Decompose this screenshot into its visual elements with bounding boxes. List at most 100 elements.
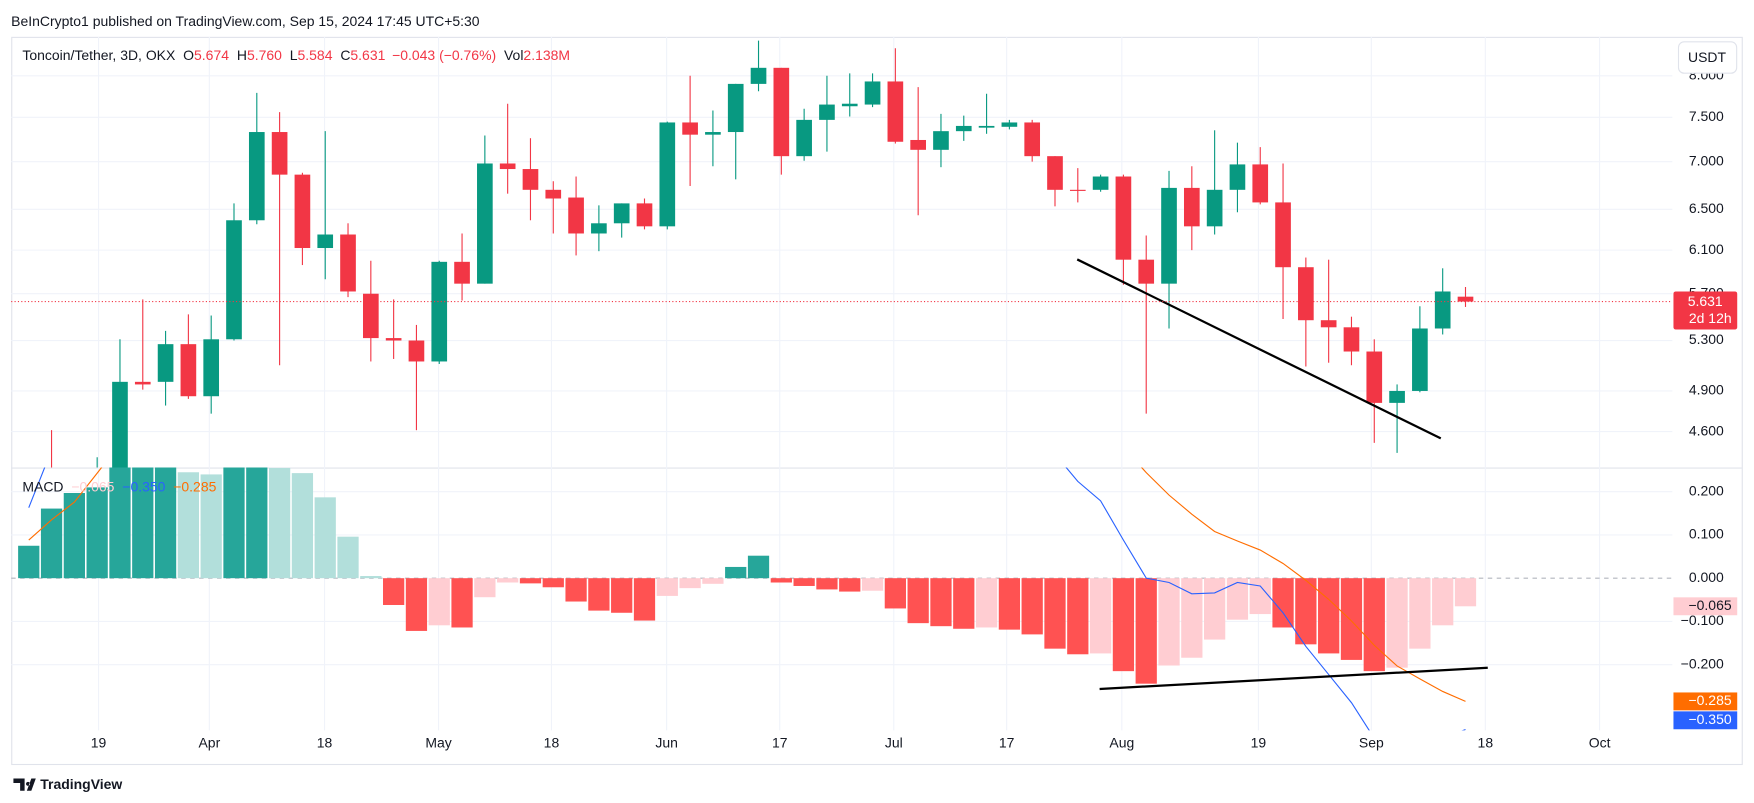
candle-body xyxy=(89,467,105,468)
histogram-bar xyxy=(268,467,291,579)
candle-body xyxy=(1389,390,1405,403)
candle-body xyxy=(1320,320,1337,328)
histogram-bar xyxy=(177,472,200,579)
candle-body xyxy=(340,234,356,292)
symbol-name: Toncoin/Tether, 3D, OKX xyxy=(22,47,176,63)
candle-body xyxy=(1343,327,1360,352)
candle-body xyxy=(933,131,949,150)
macd-legend-value: −0.065 xyxy=(71,478,114,494)
histogram-bar xyxy=(998,578,1021,630)
histogram-bar xyxy=(633,578,656,621)
histogram-bar xyxy=(132,467,154,579)
y-tick-label: −0.100 xyxy=(1681,612,1724,628)
candle-body xyxy=(134,381,151,385)
x-tick-label: 19 xyxy=(1251,734,1267,750)
macd-legend-value: −0.285 xyxy=(173,478,216,494)
candle-body xyxy=(545,189,562,199)
histogram-bar xyxy=(86,487,108,579)
publisher-note: BeInCrypto1 published on TradingView.com… xyxy=(11,13,480,29)
brand-name: TradingView xyxy=(40,776,122,792)
legend-key: Vol xyxy=(504,47,523,63)
histogram-bar xyxy=(611,578,633,613)
candle-body xyxy=(841,103,858,107)
legend-key: L xyxy=(290,47,298,63)
candle-body xyxy=(1161,187,1177,284)
histogram-bar xyxy=(1454,578,1477,607)
candle-body xyxy=(659,122,676,227)
candle-body xyxy=(112,381,128,468)
x-tick-label: 19 xyxy=(91,734,107,750)
candle-body xyxy=(1412,328,1428,391)
candle-body xyxy=(1138,259,1155,284)
histogram-bar xyxy=(1409,578,1431,649)
histogram-bar xyxy=(18,545,40,579)
candle-body xyxy=(1252,164,1269,203)
currency-button-box[interactable] xyxy=(1677,41,1738,74)
candle-body xyxy=(180,344,197,397)
x-tick-label: 17 xyxy=(772,734,788,750)
histogram-bar xyxy=(1340,578,1363,660)
y-tick-label: 4.600 xyxy=(1689,422,1724,438)
candle-body xyxy=(317,234,334,249)
candle-body xyxy=(682,122,698,135)
histogram-value-box xyxy=(1673,597,1738,616)
last-price-box xyxy=(1673,291,1738,330)
trend-line xyxy=(1099,666,1488,691)
currency-button[interactable]: USDT xyxy=(1677,41,1738,74)
signal-value-box xyxy=(1673,692,1738,711)
y-tick-label: 0.000 xyxy=(1689,569,1724,585)
candle-body xyxy=(1275,202,1291,268)
macd-legend-value: −0.350 xyxy=(122,478,165,494)
candle-body xyxy=(1047,156,1063,190)
histogram-bar xyxy=(1318,578,1340,654)
histogram-bar xyxy=(154,467,177,579)
histogram-bar xyxy=(1295,578,1317,645)
candle-body xyxy=(1434,291,1451,329)
x-tick-label: Apr xyxy=(198,734,220,750)
candle-body xyxy=(1206,189,1223,227)
histogram-bar xyxy=(839,578,861,592)
histogram-bar xyxy=(1089,578,1112,654)
candle-body xyxy=(613,203,630,224)
candle-body xyxy=(248,132,265,221)
histogram-bar xyxy=(1158,578,1180,666)
chart-frame xyxy=(11,36,1743,766)
histogram-bar xyxy=(200,474,222,579)
histogram-bar xyxy=(747,555,770,579)
histogram-bar xyxy=(451,578,473,628)
axes: 19 Apr 18 May 18 Jun 17 Jul 17 Aug 19 Sep 18 Oct 4.600… xyxy=(11,66,1738,750)
trend-line xyxy=(1076,258,1442,440)
histogram-bar xyxy=(1112,578,1135,672)
candle-body xyxy=(522,169,539,190)
histogram-bar xyxy=(816,578,838,590)
histogram-bar xyxy=(246,467,268,579)
legend-value: 5.760 xyxy=(247,47,282,63)
candle-body xyxy=(454,261,470,284)
candle-body xyxy=(727,83,744,133)
x-tick-label: Jun xyxy=(655,734,678,750)
histogram-bar xyxy=(1135,578,1157,684)
candle-body xyxy=(636,203,653,227)
candle-body xyxy=(271,132,288,175)
candle-body xyxy=(796,119,812,157)
currency-label[interactable]: USDT xyxy=(1688,49,1726,65)
histogram-bar xyxy=(1021,578,1043,635)
legend-value: 5.631 xyxy=(350,47,385,63)
candle-body xyxy=(910,139,926,150)
candle-body xyxy=(1001,122,1018,127)
legend-value: 5.674 xyxy=(194,47,229,63)
histogram-bar xyxy=(314,497,336,579)
y-tick-label: 4.900 xyxy=(1689,382,1724,398)
macd-pane xyxy=(18,467,1477,731)
candle-body xyxy=(705,132,721,135)
candle-body xyxy=(568,197,584,234)
histogram-bar xyxy=(1249,578,1271,615)
y-tick-label: −0.200 xyxy=(1681,655,1724,671)
histogram-bar xyxy=(975,578,998,628)
histogram-bar xyxy=(223,467,245,579)
x-tick-label: May xyxy=(425,734,451,750)
histogram-bar xyxy=(770,578,792,583)
candle-body xyxy=(385,338,402,341)
